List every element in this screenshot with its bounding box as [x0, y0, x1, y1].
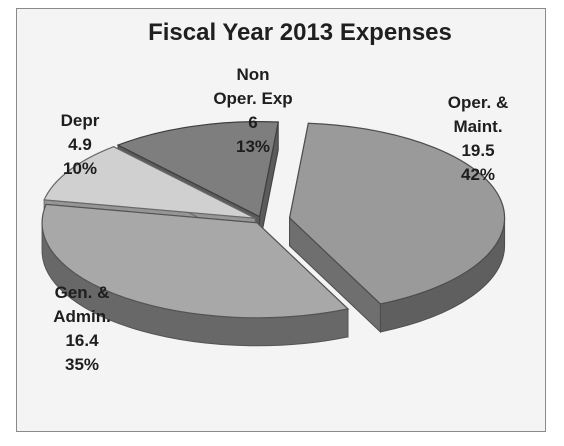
- slice-label-line-0: Maint.: [453, 117, 502, 136]
- slice-percent-label-0: 42%: [461, 165, 495, 184]
- slice-label-line-3: Non: [236, 65, 269, 84]
- slice-value-label-3: 6: [248, 113, 257, 132]
- pie-slice-0: [288, 122, 506, 334]
- pie-slice-1: [41, 203, 350, 347]
- slice-value-label-0: 19.5: [461, 141, 494, 160]
- slice-percent-label-1: 35%: [65, 355, 99, 374]
- slice-label-line-3: Oper. Exp: [213, 89, 292, 108]
- slice-label-line-0: Oper. &: [448, 93, 508, 112]
- chart-title: Fiscal Year 2013 Expenses: [148, 19, 452, 46]
- slice-label-line-2: Depr: [61, 111, 100, 130]
- slice-value-label-2: 4.9: [68, 135, 92, 154]
- slice-value-label-1: 16.4: [65, 331, 99, 350]
- slice-label-line-1: Gen. &: [55, 283, 110, 302]
- slice-percent-label-2: 10%: [63, 159, 97, 178]
- slice-percent-label-3: 13%: [236, 137, 270, 156]
- slice-label-line-1: Admin.: [53, 307, 111, 326]
